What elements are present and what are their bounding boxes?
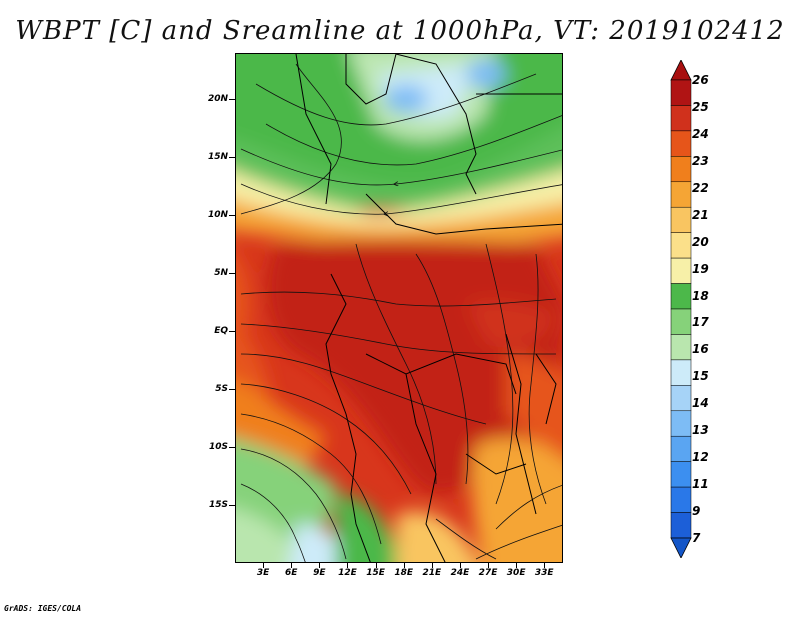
colorbar-segment	[670, 232, 692, 259]
lat-label: 15N	[207, 152, 228, 163]
lat-label: EQ	[214, 326, 228, 337]
colorbar-segment	[670, 283, 692, 310]
lat-tick	[229, 273, 235, 275]
colorbar-segment	[670, 130, 692, 157]
lat-tick	[229, 331, 235, 333]
lon-tick	[291, 563, 293, 568]
colorbar-segment	[670, 334, 692, 361]
lat-tick	[229, 505, 235, 507]
lat-tick	[229, 447, 235, 449]
colorbar-segment	[670, 461, 692, 488]
lon-tick	[347, 563, 349, 568]
lon-label: 24E	[450, 568, 470, 578]
lon-label: 21E	[422, 568, 442, 578]
colorbar-segment	[670, 359, 692, 386]
colorbar-label: 7	[692, 531, 701, 545]
colorbar-label: 20	[692, 234, 709, 249]
colorbar-segment	[670, 105, 692, 132]
lon-tick	[516, 563, 518, 568]
colorbar-segment	[670, 79, 692, 106]
colorbar-segment	[670, 435, 692, 462]
lat-label: 10N	[207, 210, 228, 221]
colorbar-segment	[670, 181, 692, 208]
lat-tick	[229, 215, 235, 217]
colorbar-label: 17	[692, 315, 709, 330]
colorbar-label: 15	[692, 369, 709, 384]
colorbar-label: 13	[692, 423, 709, 438]
colorbar-label: 16	[692, 342, 709, 357]
chart-title: WBPT [C] and Sreamline at 1000hPa, VT: 2…	[15, 16, 785, 46]
colorbar-segment	[670, 512, 692, 539]
lon-tick	[263, 563, 265, 568]
lon-label: 27E	[478, 568, 498, 578]
lon-label: 30E	[506, 568, 526, 578]
colorbar-under-triangle	[670, 537, 692, 558]
lon-tick	[375, 563, 377, 568]
lon-tick	[403, 563, 405, 568]
colorbar-segment	[670, 156, 692, 183]
colorbar-segment	[670, 308, 692, 335]
streamlines	[240, 63, 562, 562]
lon-label: 33E	[534, 568, 554, 578]
colorbar-segment	[670, 257, 692, 284]
colorbar	[670, 60, 692, 558]
colorbar-label: 26	[692, 73, 709, 87]
lat-label: 20N	[207, 94, 228, 105]
wbpt-field	[236, 54, 562, 562]
lat-tick	[229, 99, 235, 101]
lon-tick	[488, 563, 490, 568]
lon-tick	[431, 563, 433, 568]
lon-label: 6E	[285, 568, 298, 578]
colorbar-label: 11	[692, 477, 709, 492]
lat-label: 5N	[214, 268, 228, 279]
colorbar-label: 23	[692, 153, 709, 168]
lon-label: 18E	[394, 568, 414, 578]
lon-tick	[459, 563, 461, 568]
colorbar-label: 19	[692, 261, 709, 276]
colorbar-label: 14	[692, 396, 709, 411]
colorbar-label: 21	[692, 207, 709, 222]
lat-label: 5S	[215, 384, 228, 395]
colorbar-segment	[670, 385, 692, 412]
colorbar-label: 25	[692, 99, 709, 114]
colorbar-over-triangle	[670, 60, 692, 81]
colorbar-segment	[670, 486, 692, 513]
lon-label: 15E	[366, 568, 385, 578]
colorbar-segment	[670, 410, 692, 437]
colorbar-label: 9	[692, 504, 701, 519]
lon-tick	[544, 563, 546, 568]
country-borders	[295, 54, 562, 562]
map-svg	[236, 54, 562, 562]
lat-tick	[229, 389, 235, 391]
footer-credit: GrADS: IGES/COLA	[4, 604, 82, 613]
colorbar-label: 24	[692, 126, 709, 141]
map-panel	[235, 53, 563, 563]
lat-label: 15S	[208, 500, 228, 511]
lon-label: 3E	[256, 568, 270, 578]
lon-tick	[319, 563, 321, 568]
colorbar-segment	[670, 206, 692, 233]
lon-label: 9E	[313, 568, 326, 578]
lat-tick	[229, 157, 235, 159]
lat-label: 10S	[208, 442, 228, 453]
colorbar-label: 18	[692, 288, 709, 303]
colorbar-label: 12	[692, 450, 709, 465]
lon-label: 12E	[338, 568, 357, 578]
colorbar-label: 22	[692, 180, 709, 195]
